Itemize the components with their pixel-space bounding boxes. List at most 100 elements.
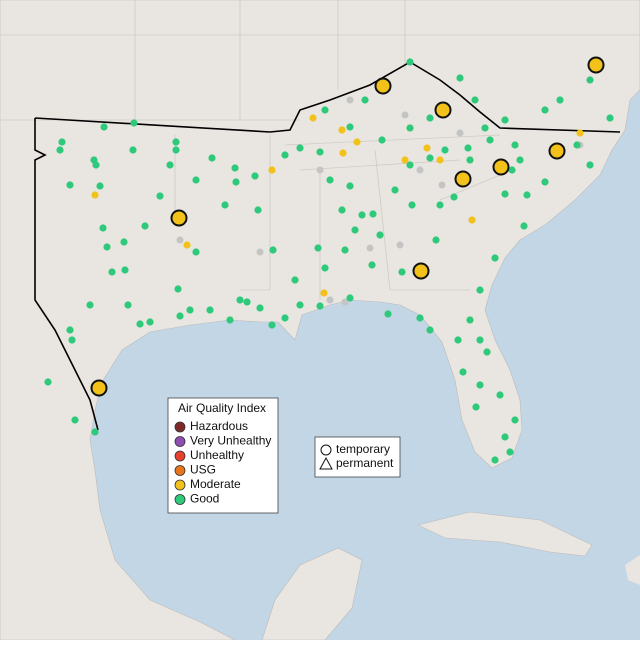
monitor-moderate [183, 241, 191, 249]
monitor-moderate [339, 149, 347, 157]
monitor-good [481, 124, 489, 132]
monitor-good [66, 326, 74, 334]
monitor-moderate-large [492, 158, 510, 176]
monitor-good [501, 190, 509, 198]
monitors [44, 56, 614, 464]
monitor-good [506, 448, 514, 456]
monitor-good [103, 243, 111, 251]
legend-swatch [174, 450, 186, 462]
monitor-good [586, 161, 594, 169]
monitor-moderate [338, 126, 346, 134]
monitor-good [398, 268, 406, 276]
monitor-good [476, 336, 484, 344]
monitor-good [130, 119, 138, 127]
monitor-moderate-large [412, 262, 430, 280]
monitor-good [120, 238, 128, 246]
monitor-good [326, 176, 334, 184]
monitor-moderate [309, 114, 317, 122]
monitor-moderate [353, 138, 361, 146]
monitor-good [471, 96, 479, 104]
monitor-good [459, 368, 467, 376]
monitor-good [221, 201, 229, 209]
triangle-symbol [319, 456, 333, 470]
monitor-good [486, 136, 494, 144]
monitor-good [491, 456, 499, 464]
monitor-good [346, 123, 354, 131]
monitor-good [426, 114, 434, 122]
monitor-no-data [346, 96, 354, 104]
monitor-good [346, 294, 354, 302]
monitor-good [516, 156, 524, 164]
monitor-good [496, 391, 504, 399]
legend-title: Air Quality Index [178, 401, 266, 415]
monitor-good [321, 264, 329, 272]
monitor-good [368, 261, 376, 269]
monitor-good [121, 266, 129, 274]
monitor-good [141, 222, 149, 230]
monitor-no-data [316, 166, 324, 174]
legend-label: Moderate [190, 477, 241, 491]
legend-label: Very Unhealthy [190, 434, 271, 448]
monitor-good [172, 146, 180, 154]
monitor-no-data [366, 244, 374, 252]
monitor-good [236, 296, 244, 304]
monitor-moderate-large [587, 56, 605, 74]
monitor-good [176, 312, 184, 320]
monitor-good [391, 186, 399, 194]
monitor-moderate-large [170, 209, 188, 227]
legend-label: permanent [336, 456, 394, 470]
monitor-good [508, 166, 516, 174]
monitor-good [100, 123, 108, 131]
monitor-good [206, 306, 214, 314]
monitor-good [251, 172, 259, 180]
region-outline [34, 61, 621, 431]
monitor-good [208, 154, 216, 162]
monitor-moderate [423, 144, 431, 152]
cuba [417, 511, 593, 557]
monitor-good [456, 74, 464, 82]
monitor-good [450, 193, 458, 201]
monitor-good [256, 304, 264, 312]
legend-swatch [174, 479, 186, 491]
monitor-moderate-large [454, 170, 472, 188]
monitor-good [71, 416, 79, 424]
legend-label: temporary [336, 442, 390, 456]
monitor-good [541, 106, 549, 114]
monitor-good [146, 318, 154, 326]
legend-label: USG [190, 463, 216, 477]
monitor-good [586, 76, 594, 84]
monitor-good [511, 141, 519, 149]
monitor-good [269, 246, 277, 254]
monitor-good [501, 116, 509, 124]
monitor-good [226, 316, 234, 324]
monitor-moderate [268, 166, 276, 174]
monitor-good [96, 182, 104, 190]
monitor-good [416, 314, 424, 322]
monitor-good [232, 178, 240, 186]
monitor-good [281, 151, 289, 159]
monitor-moderate [320, 289, 328, 297]
monitor-good [166, 161, 174, 169]
monitor-good [436, 201, 444, 209]
monitor-good [56, 146, 64, 154]
monitor-no-data [456, 129, 464, 137]
monitor-good [408, 201, 416, 209]
monitor-good [281, 314, 289, 322]
monitor-good [406, 124, 414, 132]
monitor-moderate [436, 156, 444, 164]
legend-label: Hazardous [190, 419, 248, 433]
monitor-good [291, 276, 299, 284]
monitor-good [243, 298, 251, 306]
monitor-good [316, 148, 324, 156]
monitor-good [476, 381, 484, 389]
monitor-good [358, 211, 366, 219]
monitor-good [369, 210, 377, 218]
monitor-moderate [91, 191, 99, 199]
monitor-good [466, 316, 474, 324]
monitor-good [483, 348, 491, 356]
monitor-good [378, 136, 386, 144]
monitor-good [406, 58, 414, 66]
monitor-moderate-large [548, 142, 566, 160]
monitor-good [441, 146, 449, 154]
